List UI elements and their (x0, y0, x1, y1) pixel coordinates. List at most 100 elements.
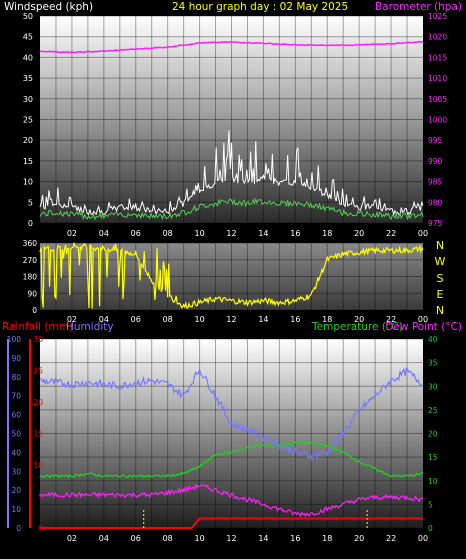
windspeed-series-line (39, 130, 424, 217)
humidity-tick-label: 40 (11, 448, 21, 457)
temperature-axis-label: Temperature (°C) (311, 321, 403, 333)
humidity-tick-label: 50 (11, 430, 21, 439)
rainfall-tick-label: 15 (33, 430, 43, 439)
hour-tick-label: 22 (386, 315, 396, 324)
hour-tick-label: 02 (67, 229, 77, 238)
windspeed-tick-label: 20 (23, 136, 33, 145)
hour-tick-label: 16 (290, 534, 300, 543)
hour-tick-label: 22 (386, 229, 396, 238)
barometer-tick-label: 985 (428, 178, 443, 187)
humidity-tick-label: 80 (11, 373, 21, 382)
temperature-tick-label: 25 (428, 406, 438, 415)
windspeed-tick-label: 45 (23, 33, 33, 42)
temperature-tick-label: 20 (428, 430, 438, 439)
hour-tick-label: 08 (163, 534, 173, 543)
humidity-tick-label: 30 (11, 467, 21, 476)
humidity-series-line (39, 366, 424, 462)
barometer-tick-label: 1005 (428, 95, 447, 104)
rainfall-tick-label: 30 (33, 335, 43, 344)
windspeed-axis-label: Windspeed (kph) (4, 1, 93, 13)
hour-tick-label: 10 (194, 315, 204, 324)
hour-tick-label: 14 (258, 534, 268, 543)
hour-tick-label: 00 (418, 315, 428, 324)
humidity-tick-label: 10 (11, 505, 21, 514)
rainfall-tick-label: 10 (33, 461, 43, 470)
direction-tick-label: 90 (27, 289, 37, 298)
hour-tick-label: 06 (131, 534, 141, 543)
barometer-axis-label: Barometer (hpa) (375, 1, 462, 13)
mid-panel-series (39, 241, 424, 309)
barometer-tick-label: 1025 (428, 12, 447, 21)
humidity-tick-label: 100 (7, 335, 22, 344)
hour-tick-label: 14 (258, 229, 268, 238)
barometer-tick-label: 1010 (428, 74, 447, 83)
compass-label-n-bottom: N (436, 304, 444, 317)
hour-tick-label: 10 (194, 534, 204, 543)
wind-average-series-line (39, 197, 424, 221)
hour-tick-label: 06 (131, 229, 141, 238)
hour-tick-label: 04 (99, 229, 109, 238)
wind-direction-series-line (39, 241, 424, 309)
hour-tick-label: 16 (290, 315, 300, 324)
barometer-series-line (39, 40, 424, 54)
hour-tick-label: 20 (354, 534, 364, 543)
direction-tick-label: 360 (23, 239, 38, 248)
hour-tick-label: 18 (322, 229, 332, 238)
hour-tick-label: 16 (290, 229, 300, 238)
temperature-tick-label: 10 (428, 477, 438, 486)
hour-tick-label: 06 (131, 315, 141, 324)
compass-label-s: S (437, 272, 444, 285)
windspeed-tick-label: 0 (28, 219, 33, 228)
hour-tick-label: 00 (418, 534, 428, 543)
dewpoint-series-line (39, 482, 424, 518)
temperature-tick-label: 5 (428, 500, 433, 509)
rainfall-tick-label: 5 (38, 493, 43, 502)
hour-tick-label: 12 (226, 315, 236, 324)
barometer-tick-label: 990 (428, 157, 443, 166)
temperature-tick-label: 35 (428, 359, 438, 368)
axis-tick-labels: 0510152025303540455097598098599099510001… (7, 12, 448, 543)
humidity-axis-label: Humidity (66, 321, 114, 333)
hour-tick-label: 08 (163, 315, 173, 324)
barometer-tick-label: 995 (428, 136, 443, 145)
humidity-tick-label: 60 (11, 411, 21, 420)
hour-tick-label: 02 (67, 534, 77, 543)
temperature-tick-label: 15 (428, 453, 438, 462)
hour-tick-label: 18 (322, 315, 332, 324)
windspeed-tick-label: 50 (23, 12, 33, 21)
hour-tick-label: 12 (226, 534, 236, 543)
windspeed-tick-label: 5 (28, 198, 33, 207)
hour-tick-label: 12 (226, 229, 236, 238)
dewpoint-axis-label: Dew Point (°C) (385, 321, 462, 333)
hour-tick-label: 20 (354, 229, 364, 238)
hour-tick-label: 08 (163, 229, 173, 238)
temp-humidity-panel (40, 339, 423, 528)
hour-tick-label: 22 (386, 534, 396, 543)
rainfall-tick-label: 0 (38, 524, 43, 533)
temperature-tick-label: 0 (428, 524, 433, 533)
direction-tick-label: 270 (23, 256, 38, 265)
windspeed-tick-label: 15 (23, 157, 33, 166)
windspeed-tick-label: 40 (23, 53, 33, 62)
windspeed-tick-label: 25 (23, 116, 33, 125)
temperature-tick-label: 30 (428, 382, 438, 391)
direction-tick-label: 0 (32, 306, 37, 315)
humidity-tick-label: 0 (16, 524, 21, 533)
rainfall-series-line (40, 517, 423, 529)
rainfall-tick-label: 25 (33, 367, 43, 376)
hour-tick-label: 04 (99, 315, 109, 324)
windspeed-tick-label: 10 (23, 178, 33, 187)
humidity-tick-label: 20 (11, 486, 21, 495)
temperature-series-line (39, 440, 424, 479)
rainfall-tick-label: 20 (33, 398, 43, 407)
humidity-tick-label: 90 (11, 354, 21, 363)
windspeed-tick-label: 30 (23, 95, 33, 104)
hour-tick-label: 14 (258, 315, 268, 324)
barometer-tick-label: 980 (428, 198, 443, 207)
direction-tick-label: 180 (23, 273, 38, 282)
compass-label-w: W (435, 255, 446, 268)
rainfall-axis-label: Rainfall (mm) (2, 321, 73, 333)
barometer-tick-label: 1020 (428, 33, 447, 42)
